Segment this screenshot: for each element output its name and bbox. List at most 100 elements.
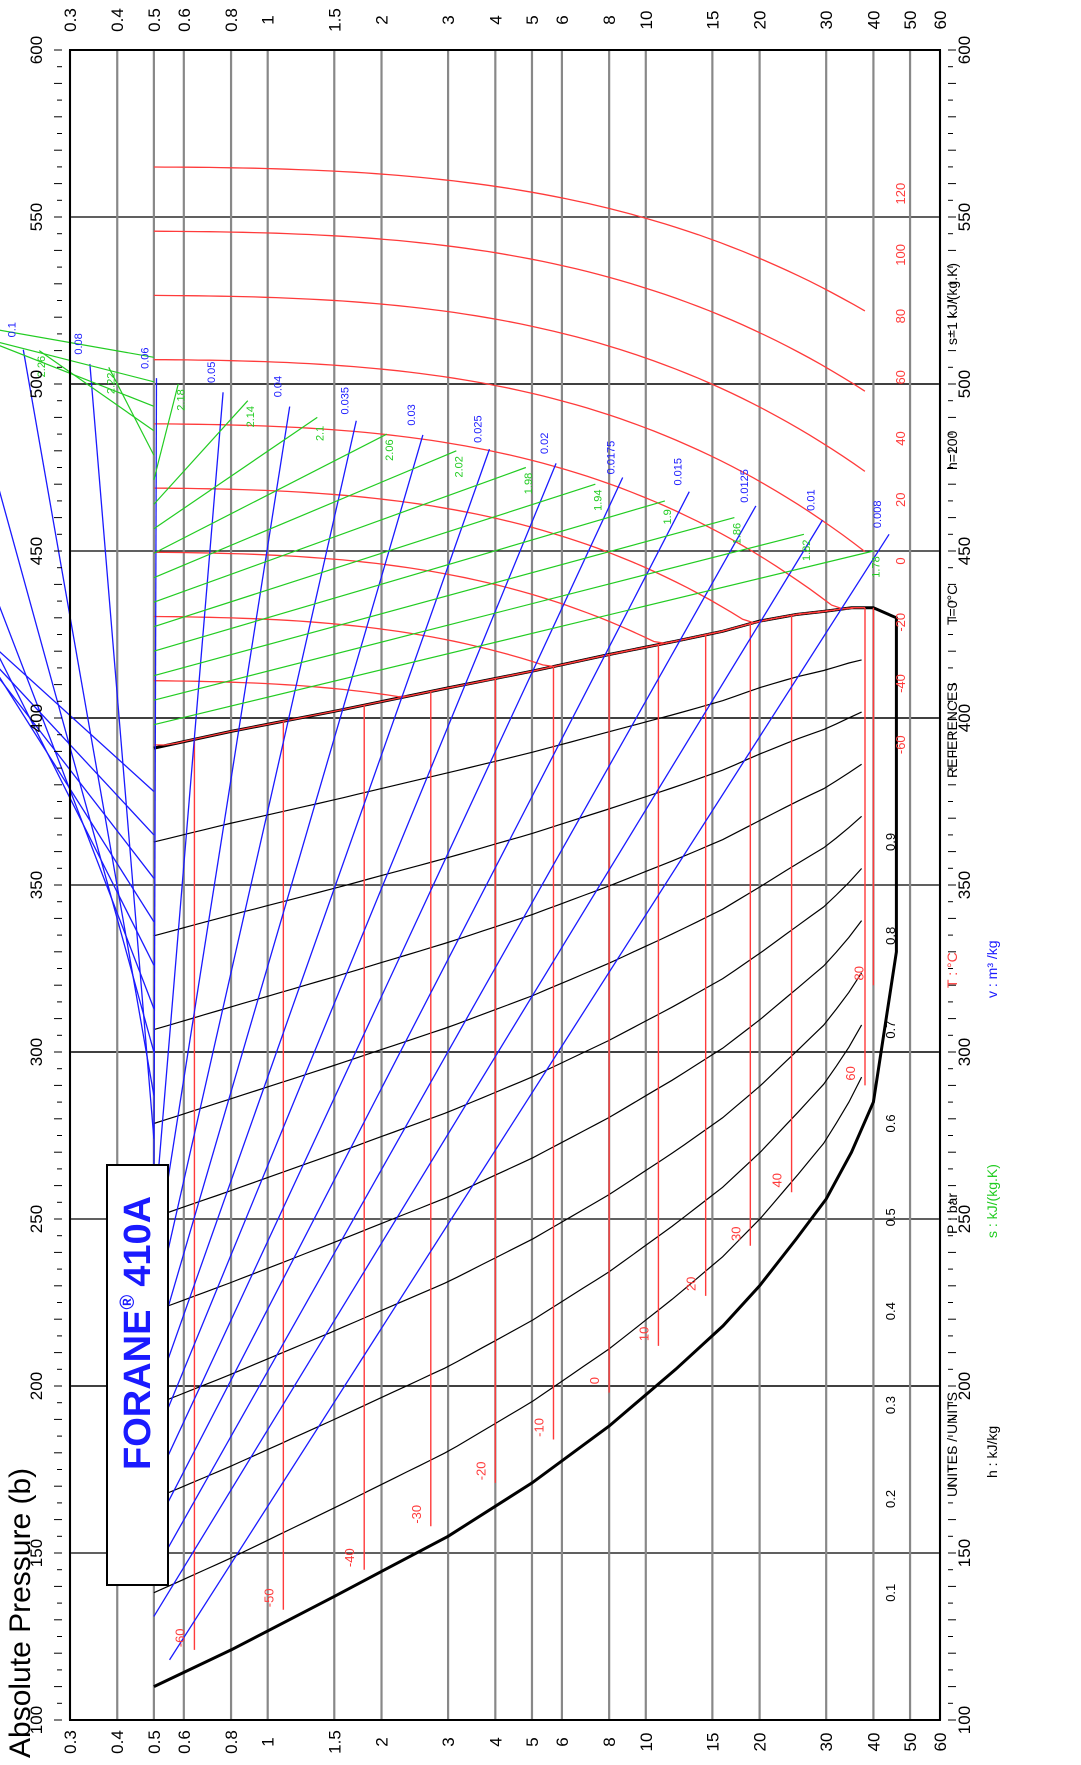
- y-tick-top-30: 30: [817, 11, 836, 30]
- isochore-label-0.025: 0.025: [472, 415, 484, 443]
- quality-label-0.2: 0.2: [883, 1490, 898, 1508]
- isentrope-label-1.82: 1.82: [801, 540, 813, 561]
- isentrope-2.3: [0, 345, 155, 407]
- isotherm-vapor-label-80: 80: [893, 309, 908, 323]
- isotherm-vapor-label-20: 20: [893, 493, 908, 507]
- references-h: h=200: [944, 430, 960, 470]
- isotherm-liquid-label-10: 10: [636, 1327, 651, 1341]
- x-tick-top-500: 500: [27, 370, 46, 398]
- isentrope-label-2.18: 2.18: [175, 389, 187, 410]
- isentrope-1.78: [153, 550, 874, 726]
- property-curves: [0, 166, 898, 1688]
- y-tick-bottom-1.5: 1.5: [325, 1730, 344, 1754]
- isotherm-liquid-label--50: -50: [261, 1588, 276, 1607]
- isotherm-vapor-20: [153, 487, 865, 624]
- isotherm-vapor-40: [153, 423, 865, 610]
- y-tick-bottom-1: 1: [259, 1737, 278, 1746]
- isochore-label-0.01: 0.01: [805, 489, 817, 510]
- isotherm-liquid-label-80: 80: [851, 966, 866, 980]
- isochore-0.175: [0, 657, 155, 966]
- quality-line-0.9: [153, 659, 862, 843]
- isotherm-liquid-label--20: -20: [473, 1461, 488, 1480]
- x-tick-top-450: 450: [27, 537, 46, 565]
- isentrope-label-1.78: 1.78: [870, 556, 882, 577]
- units-v: v : m³ /kg: [984, 940, 1000, 998]
- isentrope-2.14: [153, 400, 249, 505]
- y-tick-top-0.4: 0.4: [108, 8, 127, 32]
- isotherm-vapor-0: [153, 551, 865, 644]
- x-tick-top-200: 200: [27, 1372, 46, 1400]
- isochore-0.2: [0, 676, 155, 923]
- isochore-label-0.06: 0.06: [139, 347, 151, 368]
- y-tick-top-10: 10: [637, 11, 656, 30]
- y-tick-bottom-3: 3: [439, 1737, 458, 1746]
- x-tick-top-600: 600: [27, 36, 46, 64]
- units-box: UNITES / UNITS h : kJ/kg P : bar s : kJ/…: [944, 263, 1000, 1497]
- y-tick-bottom-6: 6: [553, 1737, 572, 1746]
- y-tick-top-0.3: 0.3: [61, 8, 80, 32]
- x-tick-bottom-100: 100: [955, 1706, 974, 1734]
- quality-line-0.6: [153, 815, 862, 1125]
- y-tick-bottom-0.3: 0.3: [61, 1730, 80, 1754]
- quality-line-0.7: [153, 763, 862, 1031]
- y-tick-bottom-0.6: 0.6: [175, 1730, 194, 1754]
- isochore-0.0175: [153, 477, 624, 1487]
- y-tick-top-15: 15: [703, 11, 722, 30]
- y-tick-top-1.5: 1.5: [325, 8, 344, 32]
- isochore-0.125: [0, 490, 155, 1053]
- y-tick-top-0.5: 0.5: [145, 8, 164, 32]
- x-tick-bottom-450: 450: [955, 537, 974, 565]
- quality-line-0.3: [153, 972, 863, 1406]
- isochore-label-0.008: 0.008: [872, 501, 884, 529]
- isotherm-liquid-label-60: 60: [843, 1066, 858, 1080]
- isotherm-liquid-label--10: -10: [531, 1418, 546, 1437]
- y-axis-label: Absolute Pressure (b): [4, 1468, 37, 1758]
- isochore-label-0.03: 0.03: [406, 404, 418, 425]
- isentrope-1.86: [153, 517, 735, 677]
- x-tick-top-150: 150: [27, 1539, 46, 1567]
- units-title: UNITES / UNITS: [944, 1392, 960, 1497]
- isentrope-label-2.06: 2.06: [384, 439, 396, 460]
- y-tick-top-3: 3: [439, 15, 458, 24]
- x-tick-bottom-150: 150: [955, 1539, 974, 1567]
- isentrope-2.06: [153, 433, 388, 554]
- isotherm-vapor-80: [153, 294, 866, 472]
- isotherm-vapor--20: [153, 607, 865, 668]
- y-tick-top-40: 40: [864, 11, 883, 30]
- y-tick-bottom-50: 50: [901, 1733, 920, 1752]
- isochore-0.15: [0, 605, 155, 1009]
- y-tick-top-60: 60: [931, 11, 950, 30]
- quality-line-0.2: [153, 1024, 863, 1500]
- isentrope-2.22: [108, 367, 155, 456]
- isochore-0.02: [153, 463, 557, 1444]
- y-tick-bottom-20: 20: [751, 1733, 770, 1752]
- isentrope-1.82: [153, 533, 805, 701]
- plot-frame: [69, 49, 941, 1721]
- isotherm-vapor-label--20: -20: [893, 613, 908, 632]
- isotherm-vapor-label-60: 60: [893, 370, 908, 384]
- references-s: s=1 kJ/(kg.K): [944, 263, 960, 345]
- title-suffix: 410A: [117, 1196, 159, 1287]
- isentrope-2.26: [38, 350, 155, 432]
- isentrope-label-1.9: 1.9: [662, 509, 674, 524]
- isotherm-vapor-60: [153, 359, 866, 553]
- isentrope-1.98: [153, 466, 527, 603]
- x-tick-top-550: 550: [27, 203, 46, 231]
- y-tick-top-6: 6: [553, 15, 572, 24]
- isentrope-2.02: [153, 450, 457, 579]
- quality-line-0.1: [153, 1076, 863, 1594]
- title-box: FORANE® 410A: [106, 1164, 169, 1586]
- x-tick-bottom-250: 250: [955, 1205, 974, 1233]
- isochore-0.3: [0, 668, 155, 836]
- quality-label-0.6: 0.6: [883, 1114, 898, 1132]
- isochore-label-0.0125: 0.0125: [739, 469, 751, 503]
- quality-line-0.5: [153, 868, 863, 1218]
- title-main: FORANE: [117, 1310, 159, 1470]
- isochore-0.015: [153, 491, 690, 1530]
- isochore-label-0.08: 0.08: [73, 333, 85, 354]
- curve-labels: 0.1 0.2 0.3 0.4 0.5 0.6 0.7 0.8 0.9 -60 -50 -40 -30 -…: [6, 183, 908, 1647]
- isentrope-label-1.94: 1.94: [592, 489, 604, 510]
- y-tick-bottom-5: 5: [523, 1737, 542, 1746]
- y-tick-top-50: 50: [901, 11, 920, 30]
- y-tick-bottom-15: 15: [703, 1733, 722, 1752]
